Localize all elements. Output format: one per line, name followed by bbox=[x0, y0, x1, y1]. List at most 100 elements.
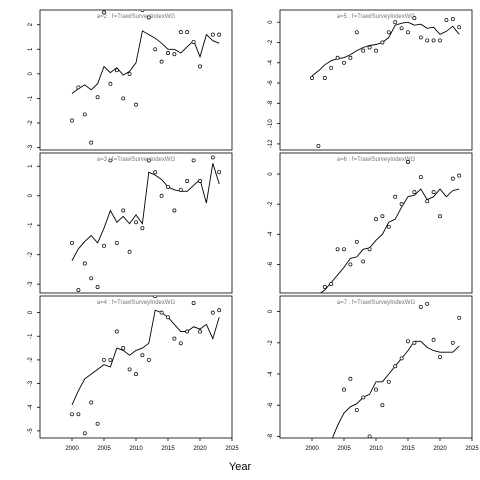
observed-point bbox=[76, 85, 81, 90]
observed-point bbox=[82, 112, 87, 117]
observed-point bbox=[140, 353, 145, 358]
observed-point bbox=[159, 193, 164, 198]
panel-title: a=4 : f=TrawlSurveyIndexWG bbox=[97, 300, 176, 306]
observed-point bbox=[412, 340, 417, 345]
observed-point bbox=[348, 376, 353, 381]
observed-point bbox=[82, 431, 87, 436]
observed-point bbox=[348, 55, 353, 60]
observed-point bbox=[354, 239, 359, 244]
y-tick-label: -2 bbox=[28, 251, 34, 257]
observed-point bbox=[191, 301, 196, 306]
fitted-line bbox=[331, 340, 460, 438]
observed-point bbox=[418, 35, 423, 40]
observed-point bbox=[342, 387, 346, 392]
observed-point bbox=[444, 18, 449, 23]
observed-point bbox=[210, 310, 215, 315]
observed-point bbox=[374, 217, 378, 222]
observed-point bbox=[70, 412, 74, 417]
observed-point bbox=[354, 30, 359, 35]
y-tick-label: -3 bbox=[28, 281, 34, 287]
observed-point bbox=[374, 48, 378, 53]
observed-point bbox=[76, 412, 81, 417]
observed-point bbox=[166, 315, 170, 320]
observed-point bbox=[198, 329, 202, 334]
observed-point bbox=[348, 262, 353, 267]
y-tick-label: -2 bbox=[28, 120, 34, 126]
y-tick-label: -1 bbox=[28, 333, 34, 339]
observed-point bbox=[172, 208, 177, 213]
observed-point bbox=[457, 25, 462, 30]
x-tick-label: 2005 bbox=[337, 446, 351, 452]
observed-point bbox=[393, 20, 398, 25]
observed-point bbox=[210, 32, 215, 37]
x-tick-label: 2010 bbox=[369, 446, 383, 452]
y-tick-label: 0 bbox=[28, 310, 34, 314]
observed-point bbox=[217, 170, 222, 175]
observed-point bbox=[425, 199, 430, 204]
panel-frame bbox=[279, 9, 473, 151]
observed-point bbox=[134, 220, 138, 225]
observed-point bbox=[380, 403, 385, 408]
panel-data bbox=[70, 296, 222, 436]
panel-frame bbox=[279, 152, 473, 294]
panel-title: a=6 : f=TrawlSurveyIndexWG bbox=[337, 157, 416, 163]
observed-point bbox=[95, 95, 100, 100]
observed-point bbox=[127, 367, 132, 372]
y-tick-label: 1 bbox=[28, 164, 34, 168]
observed-point bbox=[140, 226, 145, 231]
y-tick-label: -6 bbox=[268, 80, 274, 86]
panel-data bbox=[317, 160, 462, 300]
observed-point bbox=[386, 379, 391, 384]
observed-point bbox=[367, 434, 372, 438]
fitted-line bbox=[71, 163, 220, 261]
fitted-line bbox=[71, 30, 220, 94]
observed-point bbox=[335, 247, 340, 252]
observed-point bbox=[438, 214, 442, 219]
x-tick-label: 2000 bbox=[65, 446, 79, 452]
observed-point bbox=[70, 240, 74, 245]
fitted-line bbox=[311, 21, 460, 77]
observed-point bbox=[438, 354, 442, 359]
observed-point bbox=[102, 10, 106, 15]
x-tick-label: 2015 bbox=[401, 446, 415, 452]
observed-point bbox=[316, 143, 321, 148]
observed-point bbox=[70, 118, 74, 123]
observed-point bbox=[198, 64, 202, 69]
observed-point bbox=[310, 76, 314, 80]
observed-point bbox=[140, 10, 145, 12]
observed-point bbox=[335, 55, 340, 60]
y-tick-label: -12 bbox=[268, 139, 274, 148]
y-tick-label: -4 bbox=[28, 404, 34, 410]
y-tick-label: -2 bbox=[268, 339, 274, 345]
y-tick-label: -3 bbox=[28, 144, 34, 150]
panel-6: a=7 : f=TrawlSurveyIndexWG -8 -6 -4 -2 0 2000 2… bbox=[268, 295, 479, 452]
observed-point bbox=[159, 59, 164, 64]
observed-point bbox=[317, 297, 320, 300]
y-tick-label: -1 bbox=[28, 222, 34, 228]
observed-point bbox=[108, 158, 113, 163]
observed-point bbox=[322, 76, 327, 80]
observed-point bbox=[89, 140, 94, 145]
observed-point bbox=[217, 32, 222, 37]
observed-point bbox=[380, 214, 385, 219]
observed-point bbox=[114, 68, 119, 73]
y-tick-label: -2 bbox=[268, 201, 274, 207]
x-tick-label: 2020 bbox=[193, 446, 207, 452]
observed-point bbox=[121, 208, 126, 213]
observed-point bbox=[399, 356, 404, 361]
panel-frame bbox=[39, 152, 233, 294]
observed-point bbox=[322, 285, 327, 289]
observed-point bbox=[178, 341, 183, 346]
observed-point bbox=[108, 357, 113, 362]
observed-point bbox=[399, 202, 404, 207]
observed-point bbox=[146, 158, 151, 163]
observed-point bbox=[425, 38, 430, 43]
observed-point bbox=[89, 276, 94, 281]
observed-point bbox=[361, 395, 366, 400]
panel-5: a=4 : f=TrawlSurveyIndexWG -5 -4 -3 -2 -1 0 200… bbox=[28, 295, 239, 452]
x-tick-label: 2025 bbox=[465, 446, 479, 452]
y-tick-label: -5 bbox=[28, 428, 34, 434]
panel-frame bbox=[279, 295, 473, 439]
observed-point bbox=[406, 339, 410, 344]
